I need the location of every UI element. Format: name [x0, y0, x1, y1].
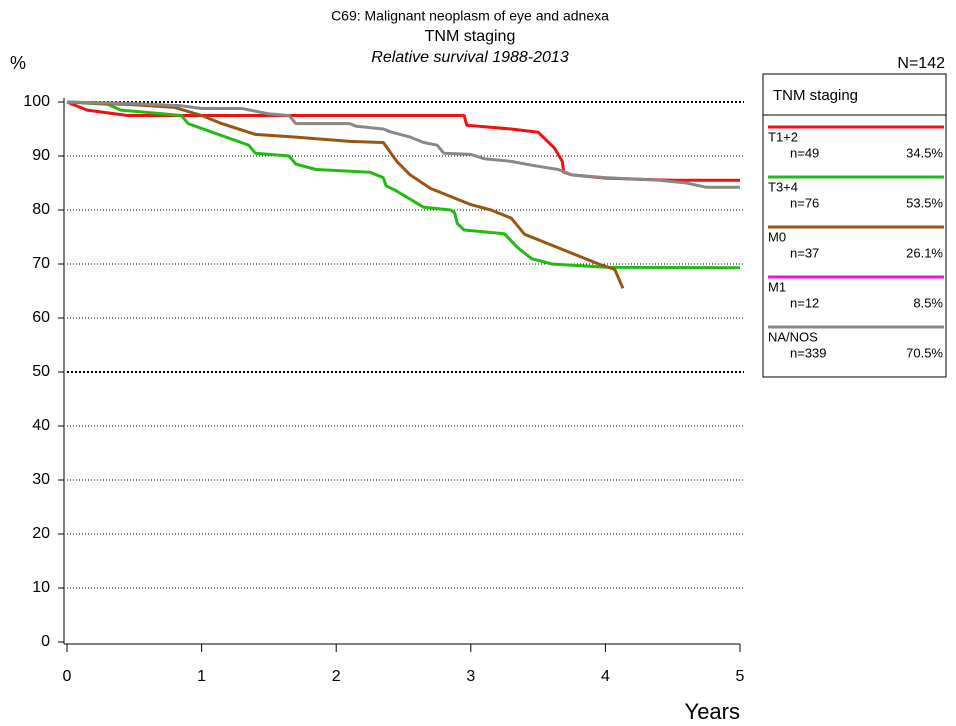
y-tick-label: 10 — [32, 579, 50, 596]
survival-line — [66, 100, 741, 270]
x-tick-label: 0 — [63, 668, 72, 685]
y-tick-label: 90 — [32, 147, 50, 164]
x-tick-label: 5 — [736, 668, 745, 685]
legend-label: T1+2 — [768, 129, 798, 144]
y-tick-label: 30 — [32, 471, 50, 488]
total-count: N=142 — [897, 55, 945, 72]
y-tick-label: 100 — [23, 93, 50, 110]
y-tick-label: 40 — [32, 417, 50, 434]
legend-share: 34.5% — [906, 145, 943, 160]
y-tick-label: 20 — [32, 525, 50, 542]
legend-count: n=12 — [790, 295, 819, 310]
x-tick-label: 4 — [601, 668, 610, 685]
survival-line — [66, 100, 625, 289]
x-tick-label: 1 — [197, 668, 206, 685]
y-tick-label: 80 — [32, 201, 50, 218]
legend-label: NA/NOS — [768, 329, 818, 344]
y-tick-label: 70 — [32, 255, 50, 272]
legend-label: T3+4 — [768, 179, 798, 194]
legend-label: M1 — [768, 279, 786, 294]
legend-share: 8.5% — [913, 295, 943, 310]
x-axis-label: Years — [685, 699, 740, 724]
y-tick-label: 0 — [41, 633, 50, 650]
survival-line — [66, 100, 740, 189]
legend-share: 53.5% — [906, 195, 943, 210]
legend-count: n=339 — [790, 345, 827, 360]
legend-label: M0 — [768, 229, 786, 244]
chart-subtitle: Relative survival 1988-2013 — [371, 49, 569, 66]
x-tick-label: 2 — [332, 668, 341, 685]
legend-count: n=49 — [790, 145, 819, 160]
y-axis-label: % — [10, 53, 26, 73]
chart-subtitle: TNM staging — [425, 28, 516, 45]
y-tick-label: 50 — [32, 363, 50, 380]
legend-share: 26.1% — [906, 245, 943, 260]
x-tick-label: 3 — [466, 668, 475, 685]
legend-count: n=37 — [790, 245, 819, 260]
legend-share: 70.5% — [906, 345, 943, 360]
y-tick-label: 60 — [32, 309, 50, 326]
legend-count: n=76 — [790, 195, 819, 210]
legend-title: TNM staging — [773, 87, 858, 104]
chart-title: C69: Malignant neoplasm of eye and adnex… — [331, 8, 609, 24]
